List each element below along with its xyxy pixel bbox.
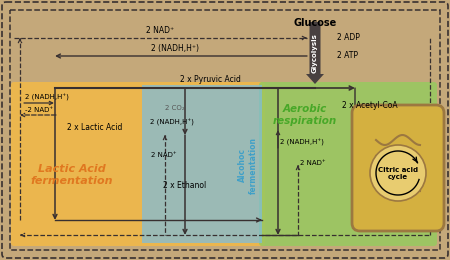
Text: 2 NAD⁺: 2 NAD⁺ — [146, 26, 174, 35]
FancyBboxPatch shape — [2, 2, 448, 258]
Text: 2 NAD⁺: 2 NAD⁺ — [300, 160, 326, 166]
Text: Glucose: Glucose — [293, 18, 337, 28]
Text: Aerobic
respiration: Aerobic respiration — [273, 104, 337, 126]
Text: Alcohoc
fermentation: Alcohoc fermentation — [238, 136, 258, 193]
Text: 2 (NADH,H⁺): 2 (NADH,H⁺) — [150, 118, 194, 126]
Bar — [142, 85, 262, 243]
Text: 2 x Pyruvic Acid: 2 x Pyruvic Acid — [180, 75, 240, 84]
FancyBboxPatch shape — [352, 105, 444, 231]
Text: 2 (NADH,H⁺): 2 (NADH,H⁺) — [151, 44, 199, 53]
Text: 2 CO₂: 2 CO₂ — [165, 105, 185, 111]
FancyArrow shape — [306, 22, 324, 84]
Text: 2 x Acetyl-CoA: 2 x Acetyl-CoA — [342, 101, 398, 109]
Text: Lactic Acid
fermentation: Lactic Acid fermentation — [31, 164, 113, 186]
Circle shape — [370, 145, 426, 201]
Text: 2 ADP: 2 ADP — [337, 34, 360, 42]
Text: 2 ATP: 2 ATP — [337, 51, 358, 61]
Text: 2 NAD⁺: 2 NAD⁺ — [151, 152, 177, 158]
Text: Citric acid
cycle: Citric acid cycle — [378, 166, 418, 179]
FancyBboxPatch shape — [259, 82, 437, 246]
FancyBboxPatch shape — [11, 82, 265, 246]
Text: -2 NAD⁺: -2 NAD⁺ — [25, 107, 53, 113]
Text: 2 (NADH,H⁺): 2 (NADH,H⁺) — [280, 138, 324, 146]
Text: 2 (NADH,H⁺): 2 (NADH,H⁺) — [25, 94, 69, 101]
Text: 2 x Lactic Acid: 2 x Lactic Acid — [68, 124, 123, 133]
Text: 2 x Ethanol: 2 x Ethanol — [163, 180, 207, 190]
Text: Glycolysis: Glycolysis — [312, 33, 318, 73]
